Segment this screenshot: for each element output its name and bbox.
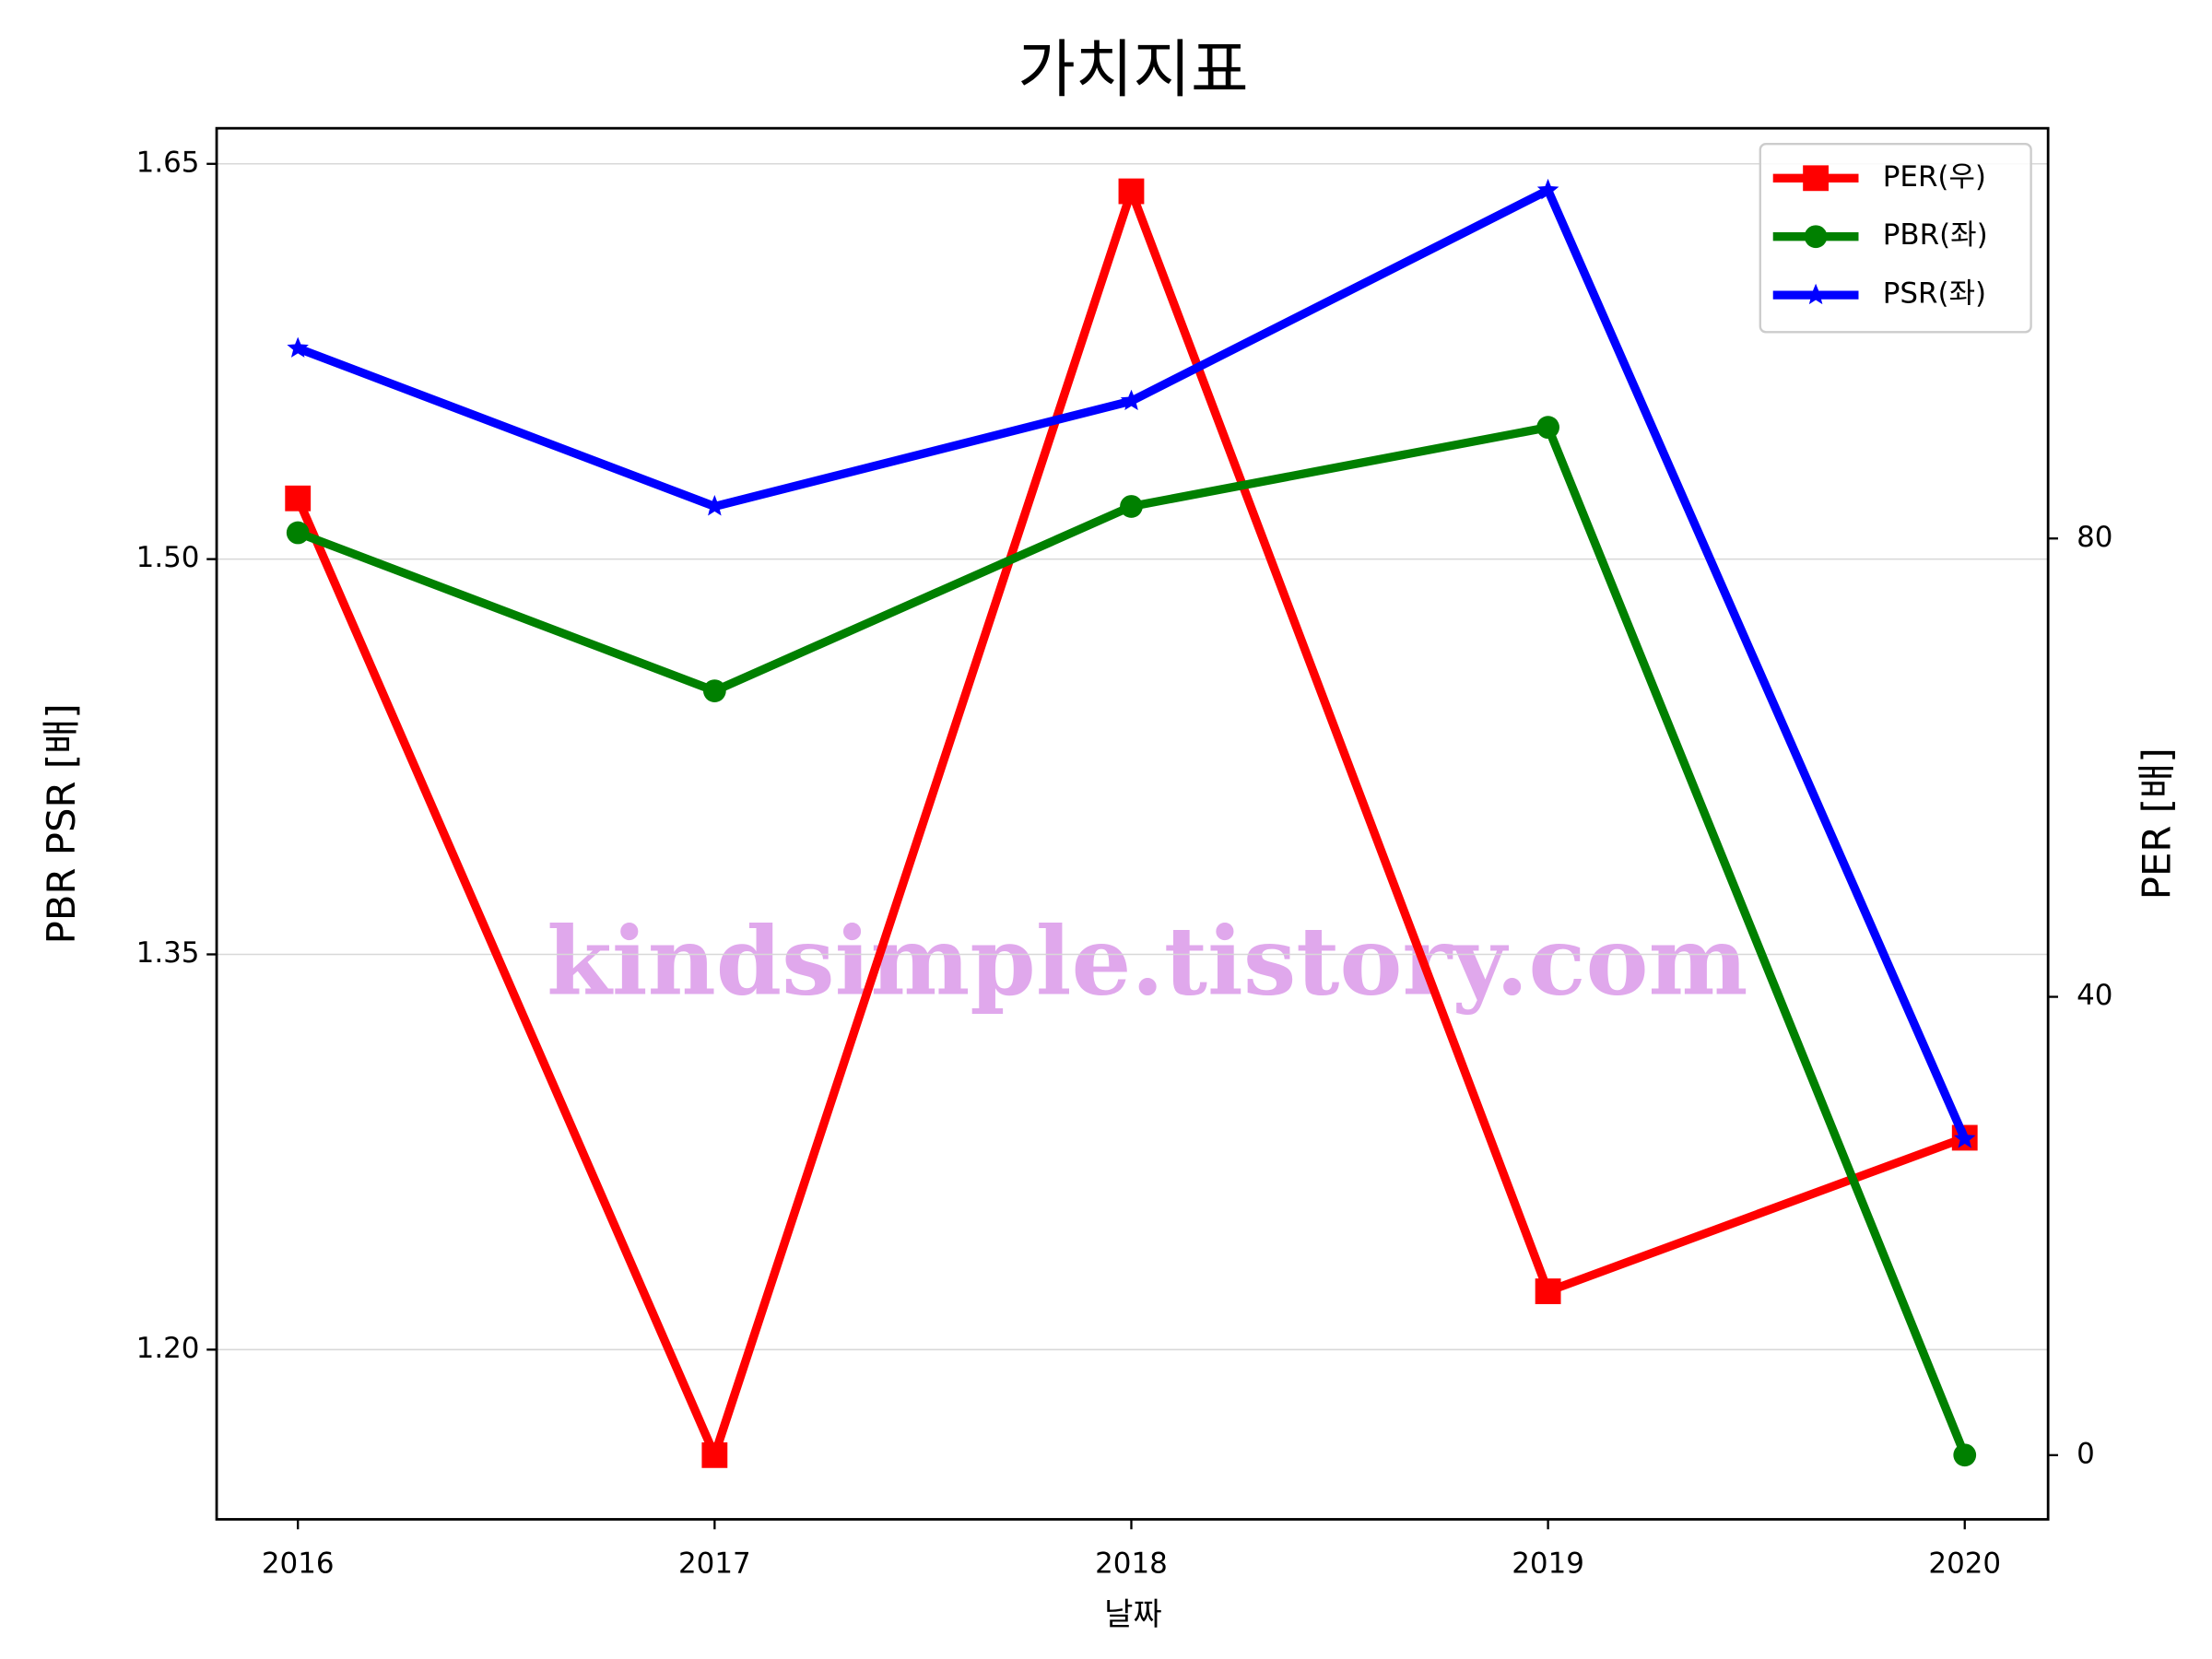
marker xyxy=(1535,1278,1561,1304)
y2-tick-label: 80 xyxy=(2077,521,2112,554)
y-tick-label: 1.20 xyxy=(136,1332,200,1365)
legend-label: PSR(좌) xyxy=(1883,277,1986,311)
x-tick-label: 2016 xyxy=(262,1547,335,1580)
marker xyxy=(1536,178,1559,200)
y2-tick-label: 40 xyxy=(2077,979,2112,1012)
marker xyxy=(1805,283,1827,305)
watermark: kindsimple.tistory.com xyxy=(547,907,1747,1018)
marker xyxy=(1120,495,1143,518)
y-tick-label: 1.65 xyxy=(136,146,200,179)
marker xyxy=(703,495,726,516)
marker xyxy=(701,1441,728,1468)
plot-frame xyxy=(215,126,2050,1521)
x-tick-label: 2019 xyxy=(1512,1547,1584,1580)
marker xyxy=(287,336,309,358)
marker xyxy=(1118,178,1145,205)
marker xyxy=(1803,165,1830,192)
y2-tick-label: 0 xyxy=(2077,1437,2095,1470)
x-tick-label: 2017 xyxy=(678,1547,751,1580)
legend-label: PER(우) xyxy=(1883,160,1986,194)
y2-axis-label: PER [배] xyxy=(2134,747,2179,900)
marker xyxy=(1953,1127,1976,1148)
marker xyxy=(286,521,310,545)
y-tick-label: 1.35 xyxy=(136,936,200,970)
x-tick-label: 2020 xyxy=(1928,1547,2001,1580)
marker xyxy=(1120,389,1143,411)
chart-title: 가치지표 xyxy=(1018,34,1248,107)
x-axis-label: 날짜 xyxy=(1104,1596,1162,1633)
marker xyxy=(702,679,726,702)
legend: PER(우) PBR(좌) PSR(좌) xyxy=(1759,143,2032,334)
marker xyxy=(1536,416,1559,440)
y-axis-label: PBR PSR [배] xyxy=(39,703,84,944)
marker xyxy=(1953,1443,1977,1467)
marker xyxy=(1804,225,1828,249)
legend-label: PBR(좌) xyxy=(1883,218,1988,252)
marker xyxy=(285,485,312,512)
x-tick-label: 2018 xyxy=(1095,1547,1168,1580)
y-tick-label: 1.50 xyxy=(136,541,200,574)
